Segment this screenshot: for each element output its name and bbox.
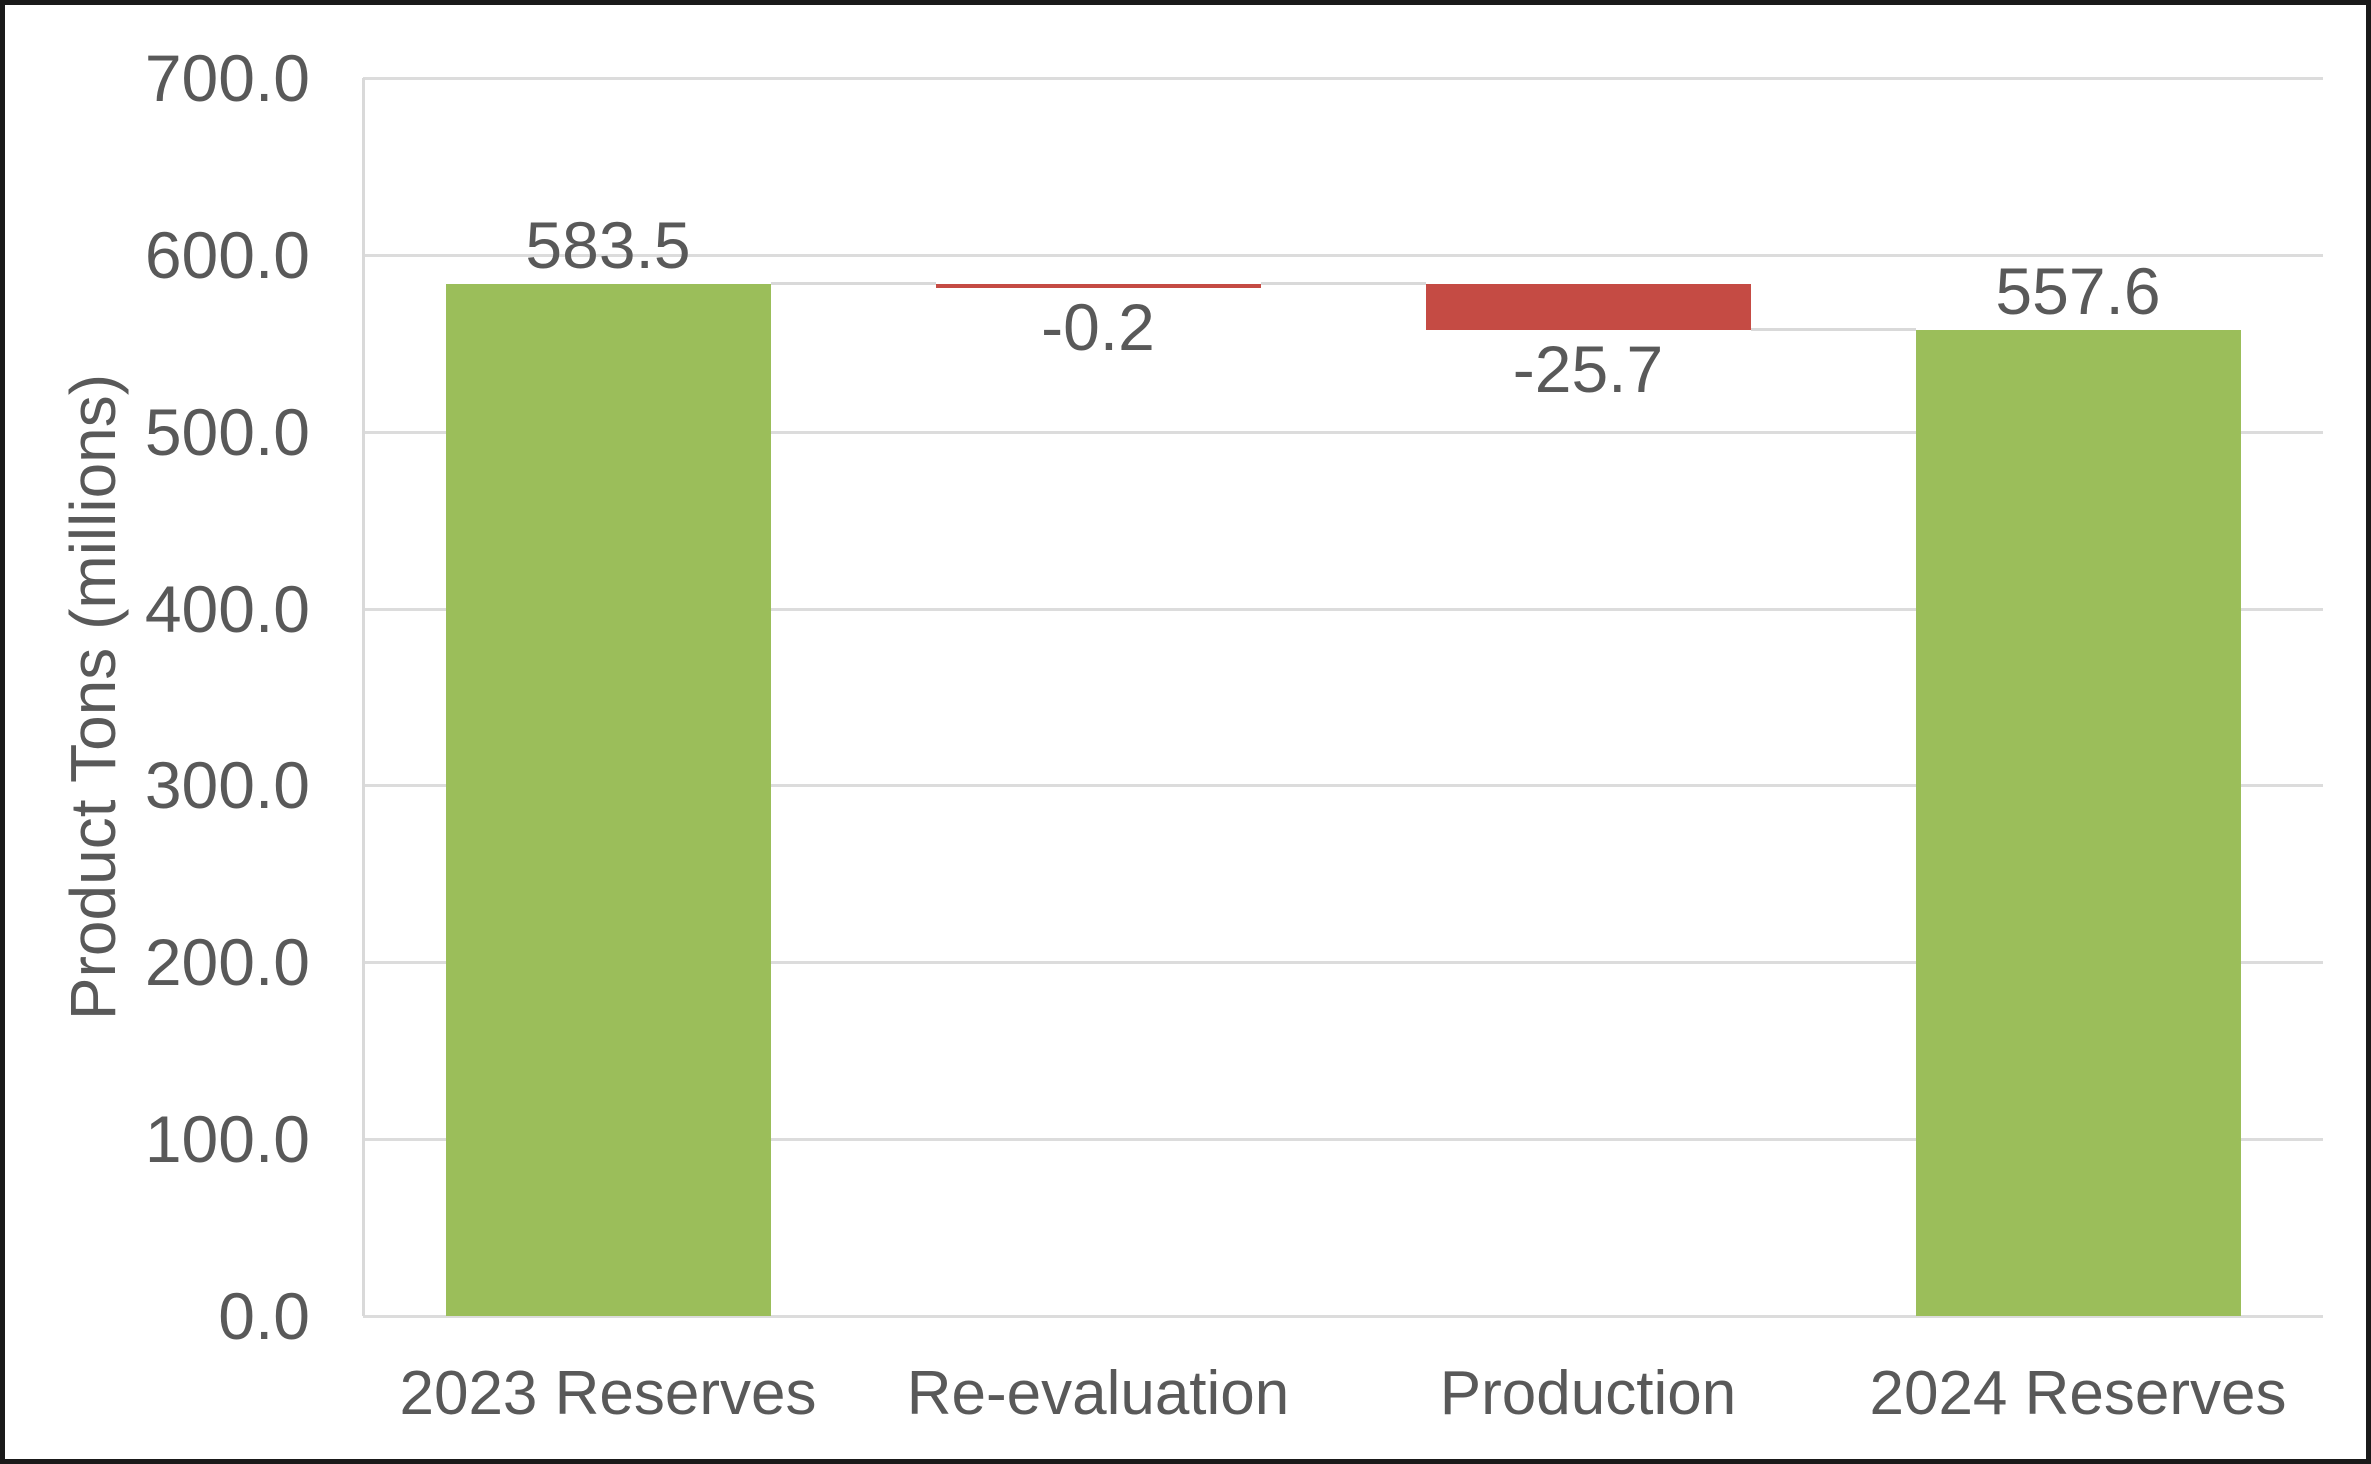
category-label: 2024 Reserves xyxy=(1869,1359,2287,1428)
connector-line xyxy=(1260,282,1426,286)
data-label: 583.5 xyxy=(525,208,691,283)
y-tick-label: 100.0 xyxy=(144,1102,310,1177)
category-label: Re-evaluation xyxy=(906,1359,1290,1428)
y-axis-title: Product Tons (millions) xyxy=(57,373,129,1021)
bar-re-evaluation xyxy=(935,284,1261,289)
gridline-0.0 xyxy=(363,1315,2323,1318)
data-label: 557.6 xyxy=(1995,253,2161,328)
connector-line xyxy=(1750,327,1916,331)
y-tick-label: 700.0 xyxy=(144,41,310,115)
bar-production xyxy=(1425,284,1751,330)
category-label: Production xyxy=(1439,1359,1737,1428)
y-tick-label: 600.0 xyxy=(144,217,310,292)
bar-2023-reserves xyxy=(445,284,771,1316)
gridline-600.0 xyxy=(363,253,2323,257)
y-axis-line xyxy=(362,78,365,1316)
bar-2024-reserves xyxy=(1915,329,2241,1316)
category-label: 2023 Reserves xyxy=(399,1359,817,1428)
connector-line xyxy=(770,282,936,286)
y-tick-label: 0.0 xyxy=(218,1279,310,1353)
y-tick-label: 300.0 xyxy=(144,748,310,823)
gridline-200.0 xyxy=(363,961,2323,965)
y-tick-label: 400.0 xyxy=(144,571,310,646)
y-tick-label: 200.0 xyxy=(144,925,310,1000)
data-label: -0.2 xyxy=(1041,290,1155,365)
gridline-700.0 xyxy=(363,77,2323,80)
gridline-500.0 xyxy=(363,430,2323,434)
gridline-100.0 xyxy=(363,1138,2323,1142)
gridline-400.0 xyxy=(363,607,2323,611)
y-tick-label: 500.0 xyxy=(144,394,310,469)
data-label: -25.7 xyxy=(1512,331,1664,406)
gridline-300.0 xyxy=(363,784,2323,788)
